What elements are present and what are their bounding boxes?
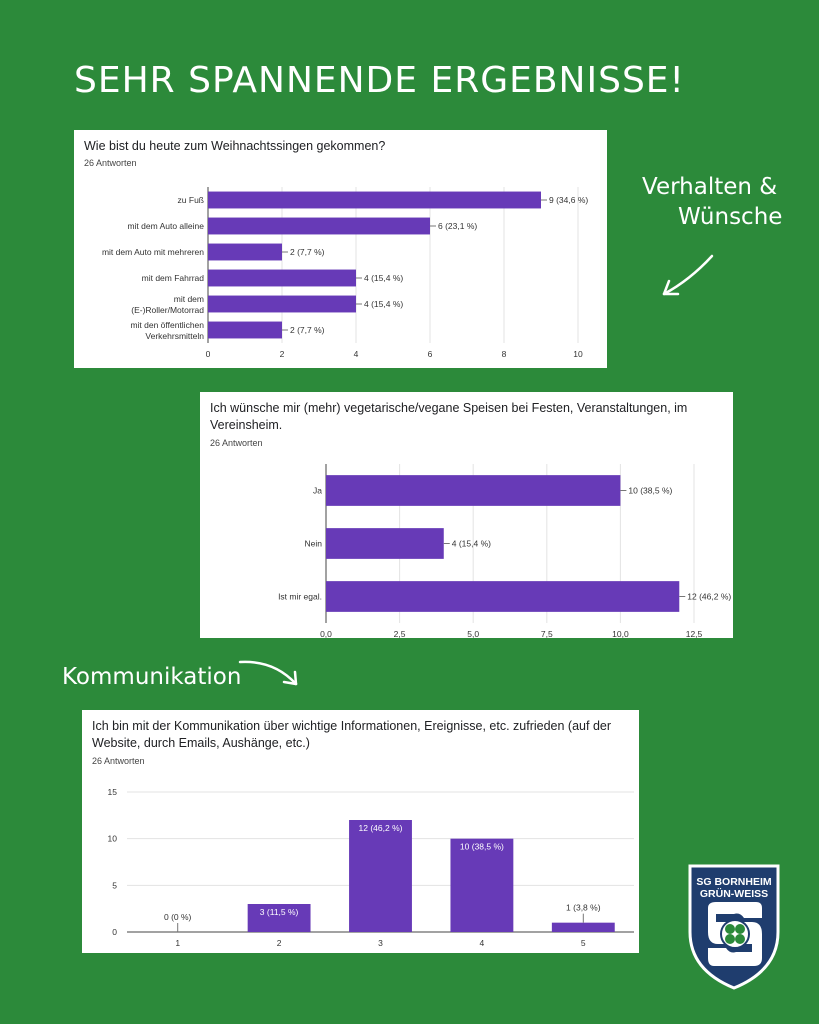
data-label: 12 (46,2 %) (687, 592, 731, 602)
category-label: mit dem (E-)Roller/Motorrad (131, 294, 204, 315)
chart-card-vegetarian: Ich wünsche mir (mehr) vegetarische/vega… (200, 392, 733, 638)
data-label: 10 (38,5 %) (628, 486, 672, 496)
chart-title: Ich wünsche mir (mehr) vegetarische/vega… (210, 401, 688, 432)
chart-vegetarian-svg: 0,0 2,5 5,0 7,5 10,0 12,5 Ja 10 (38,5 %) Nein 4 (… (278, 464, 731, 638)
data-label: 4 (15,4 %) (452, 539, 491, 549)
chart-communication-svg: 0 5 10 15 1 0 (0 %) 2 3 (11,5 %) 3 12 (46,2 %) 4 10… (108, 787, 634, 948)
x-tick-label: 5 (581, 938, 586, 948)
category-label: Nein (305, 539, 323, 549)
chart-card-communication: Ich bin mit der Kommunikation über wicht… (82, 710, 639, 953)
data-label: 0 (0 %) (164, 912, 192, 922)
bar-2 (208, 217, 430, 235)
arrow-down-left-icon (662, 254, 714, 296)
chart-card-transport: Wie bist du heute zum Weihnachtssingen g… (74, 130, 607, 368)
x-tick-label: 2 (280, 349, 285, 359)
category-label: zu Fuß (178, 195, 204, 205)
bar-4 (450, 838, 514, 932)
y-tick-label: 10 (108, 834, 118, 844)
x-tick-label: 6 (428, 349, 433, 359)
x-tick-label: 12,5 (686, 629, 703, 638)
category-label: Ja (313, 486, 322, 496)
x-tick-label: 4 (354, 349, 359, 359)
chart-response-count: 26 Antworten (92, 756, 145, 766)
bar-4 (208, 269, 356, 287)
chart-response-count: 26 Antworten (84, 158, 137, 168)
section-label-communication: Kommunikation (62, 664, 242, 690)
logo-text-line2: GRÜN-WEISS (700, 887, 768, 900)
x-tick-label: 7,5 (541, 629, 553, 638)
bar-3 (349, 820, 412, 932)
data-label: 3 (11,5 %) (260, 907, 299, 917)
club-logo: SG BORNHEIM GRÜN-WEISS (688, 864, 780, 990)
data-label: 4 (15,4 %) (364, 299, 403, 309)
x-tick-label: 3 (378, 938, 383, 948)
x-tick-label: 4 (480, 938, 485, 948)
clover-icon (725, 924, 745, 944)
data-label: 2 (7,7 %) (290, 325, 325, 335)
bar-3 (208, 243, 282, 261)
chart-transport-svg: 0 2 4 6 8 10 zu Fuß 9 (34,6 %) mit dem Auto alle… (102, 187, 588, 359)
chart-response-count: 26 Antworten (210, 438, 263, 448)
y-tick-label: 5 (112, 880, 117, 890)
y-tick-label: 15 (108, 787, 118, 797)
chart-title: Ich bin mit der Kommunikation über wicht… (92, 719, 612, 750)
bar-2 (247, 904, 311, 932)
data-label: 1 (3,8 %) (566, 903, 601, 913)
bar-5 (208, 295, 356, 313)
category-label: mit dem Fahrrad (142, 273, 205, 283)
data-label: 4 (15,4 %) (364, 273, 403, 283)
arrow-right-icon (238, 660, 298, 686)
data-label: 2 (7,7 %) (290, 247, 325, 257)
x-tick-label: 2 (277, 938, 282, 948)
category-label: mit dem Auto mit mehreren (102, 247, 204, 257)
x-tick-label: 2,5 (394, 629, 406, 638)
data-label: 9 (34,6 %) (549, 195, 588, 205)
bar-1 (208, 191, 541, 209)
x-tick-label: 10,0 (612, 629, 629, 638)
logo-text-line1: SG BORNHEIM (696, 876, 772, 888)
bar-1 (326, 475, 621, 506)
data-label: 10 (38,5 %) (460, 842, 504, 852)
x-tick-label: 8 (502, 349, 507, 359)
section-label-behavior-line1: Verhalten & (642, 174, 778, 200)
chart-title: Wie bist du heute zum Weihnachtssingen g… (84, 139, 386, 153)
x-tick-label: 5,0 (467, 629, 479, 638)
x-tick-label: 0,0 (320, 629, 332, 638)
page-headline: SEHR SPANNENDE ERGEBNISSE! (74, 60, 685, 101)
category-label: Ist mir egal. (278, 592, 322, 602)
y-tick-label: 0 (112, 927, 117, 937)
data-label: 6 (23,1 %) (438, 221, 477, 231)
section-label-behavior-line2: Wünsche (678, 204, 783, 230)
bar-3 (326, 581, 680, 612)
bar-6 (208, 321, 282, 339)
x-tick-label: 0 (206, 349, 211, 359)
bar-2 (326, 528, 444, 559)
category-label: mit den öffentlichen Verkehrsmitteln (130, 320, 204, 341)
bar-5 (551, 922, 615, 932)
data-label: 12 (46,2 %) (359, 823, 403, 833)
category-label: mit dem Auto alleine (127, 221, 204, 231)
x-tick-label: 1 (175, 938, 180, 948)
x-tick-label: 10 (573, 349, 583, 359)
